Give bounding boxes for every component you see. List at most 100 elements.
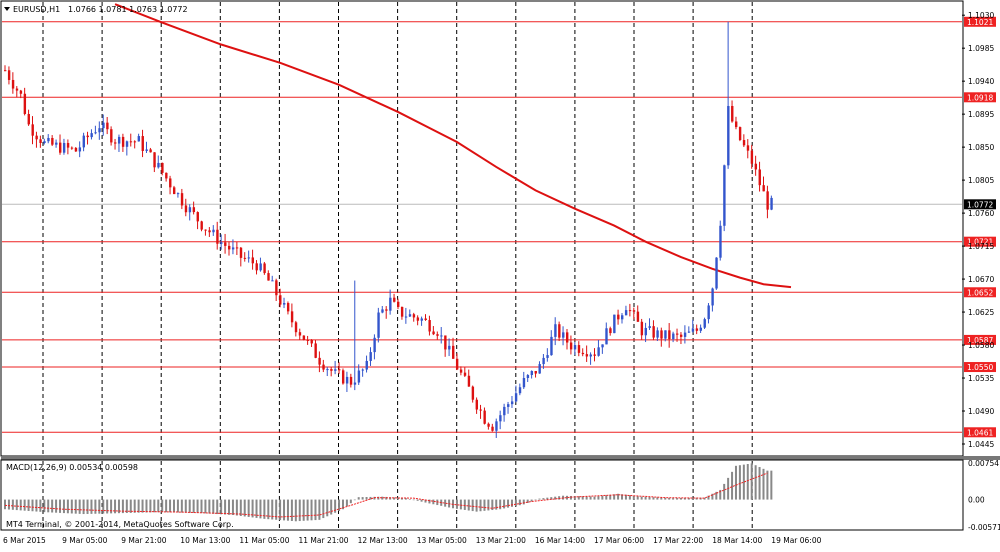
candle-body: [137, 136, 141, 142]
time-label: 16 Mar 14:00: [535, 536, 585, 545]
macd-bar: [636, 496, 639, 500]
macd-bar: [361, 497, 364, 500]
time-label: 11 Mar 05:00: [239, 536, 289, 545]
candle-body: [216, 229, 219, 244]
candle-body: [43, 141, 46, 143]
time-label: 11 Mar 21:00: [299, 536, 349, 545]
macd-bar: [357, 497, 360, 500]
time-label: 18 Mar 14:00: [712, 536, 762, 545]
candle-body: [530, 370, 534, 376]
macd-bar: [39, 499, 42, 512]
horizontal-levels[interactable]: 1.1021 1.0918 1.0721 1.0652 1.0587 1.0550 1.04…: [2, 16, 996, 438]
level-tag-label: 1.0652: [967, 288, 993, 297]
macd-bar: [381, 496, 384, 500]
candle-body: [550, 336, 553, 356]
macd-bar: [648, 497, 651, 500]
candle-body: [475, 399, 478, 410]
macd-bar: [738, 465, 741, 500]
macd-bar: [349, 499, 352, 504]
macd-bar: [404, 498, 407, 500]
candle-body: [385, 309, 388, 311]
candle-body: [731, 105, 734, 122]
candle-body: [546, 355, 549, 358]
candle-body: [554, 324, 557, 337]
macd-bar: [393, 497, 396, 500]
macd-bar: [518, 499, 521, 506]
dropdown-arrow-icon[interactable]: [4, 7, 10, 11]
macd-bar: [534, 499, 537, 501]
macd-bar: [526, 499, 529, 503]
macd-bar: [707, 495, 710, 500]
candle-body: [27, 113, 30, 125]
macd-bar: [149, 499, 152, 513]
macd-bar: [310, 499, 313, 521]
macd-bar: [613, 494, 616, 500]
candle-body: [679, 334, 683, 337]
macd-bar: [428, 499, 431, 504]
candle-body: [412, 314, 416, 318]
candle-body: [660, 330, 663, 339]
candle-body: [172, 187, 176, 195]
candle-body: [361, 369, 365, 371]
candle-body: [110, 129, 113, 143]
macd-bar: [542, 498, 545, 500]
price-panel[interactable]: [0, 0, 964, 457]
panel-separator[interactable]: [1, 456, 1000, 460]
candle-body: [180, 193, 184, 206]
candle-body: [636, 311, 640, 322]
price-tick-label: 1.0985: [968, 44, 994, 53]
candle-body: [51, 137, 54, 145]
candle-body: [440, 335, 443, 337]
macd-bar: [593, 496, 596, 500]
candle-body: [200, 221, 203, 230]
macd-bar: [632, 495, 635, 500]
candle-body: [271, 280, 274, 282]
macd-bar: [4, 499, 6, 510]
level-tag-label: 1.0461: [967, 428, 993, 437]
candle-body: [601, 344, 604, 348]
macd-bar: [373, 496, 376, 500]
candle-body: [393, 297, 396, 302]
macd-histogram: [4, 463, 773, 522]
macd-bar: [683, 497, 686, 500]
candle-body: [424, 318, 427, 321]
macd-bar: [770, 470, 773, 500]
macd-bar: [66, 499, 69, 514]
candle-body: [499, 415, 502, 422]
candle-body: [487, 423, 490, 427]
macd-tick-label: -0.00571: [968, 523, 1000, 532]
macd-bar: [161, 499, 164, 513]
candle-body: [192, 207, 196, 213]
macd-bar: [90, 499, 93, 514]
level-tag: [964, 287, 996, 298]
macd-bar: [286, 499, 289, 521]
macd-bar: [668, 497, 671, 500]
level-tag: [964, 362, 996, 373]
macd-bar: [766, 470, 769, 500]
macd-bar: [444, 499, 447, 507]
candle-body: [691, 328, 695, 332]
candle-body: [503, 406, 506, 416]
candle-body: [19, 90, 23, 94]
macd-label: MACD(12,26,9) 0.00534 0.00598: [6, 463, 138, 472]
level-tag-label: 1.0721: [967, 238, 993, 247]
macd-bar: [70, 499, 73, 514]
candle-body: [565, 332, 569, 343]
candle-body: [687, 331, 691, 333]
macd-bar: [617, 493, 620, 500]
candle-body: [750, 150, 754, 164]
macd-bar: [322, 499, 325, 519]
macd-bar: [231, 499, 234, 516]
macd-bar: [239, 499, 242, 516]
macd-bar: [133, 499, 136, 513]
candle-body: [31, 124, 34, 136]
candle-body: [243, 257, 247, 259]
macd-bar: [35, 499, 38, 512]
candle-body: [455, 358, 459, 370]
level-tag: [964, 334, 996, 345]
macd-bar: [585, 496, 588, 500]
candle-body: [644, 327, 647, 336]
price-tick-label: 1.0580: [968, 341, 994, 350]
